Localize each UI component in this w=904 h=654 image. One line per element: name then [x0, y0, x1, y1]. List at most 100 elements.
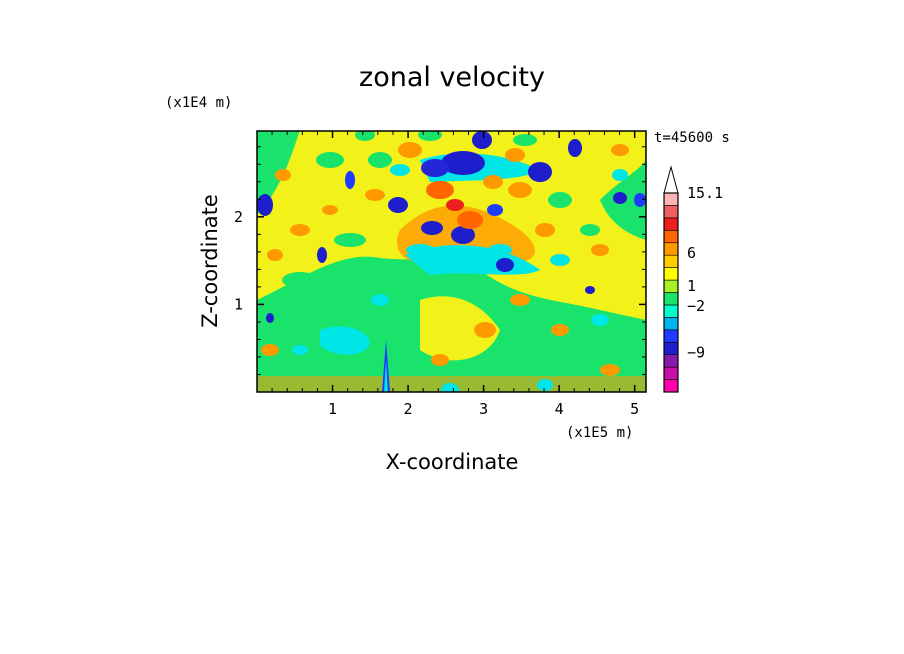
- field-spike-core: [384, 360, 388, 392]
- field-blob: [266, 313, 274, 323]
- field-blob: [441, 151, 485, 175]
- field-blob: [290, 224, 310, 236]
- field-blob: [457, 211, 483, 229]
- field-blob: [591, 244, 609, 256]
- field-blob: [535, 223, 555, 237]
- field-blob: [355, 131, 375, 141]
- field-blob: [441, 383, 459, 392]
- x-unit-label: (x1E5 m): [566, 425, 633, 441]
- colorbar-level: [663, 230, 679, 244]
- colorbar-label: 6: [687, 244, 696, 262]
- colorbar-level: [663, 304, 679, 318]
- colorbar-level: [663, 341, 679, 355]
- field-blob: [548, 192, 572, 208]
- colorbar: 15.1 6 1 −2 −9: [663, 165, 723, 393]
- time-label: t=45600 s: [654, 130, 730, 146]
- field-blob: [568, 139, 582, 157]
- field-blob: [275, 169, 291, 181]
- field-blob: [487, 204, 503, 216]
- field-blob: [267, 249, 283, 261]
- field-blob: [371, 294, 389, 306]
- plot-area: [256, 130, 647, 393]
- field-blob: [390, 164, 410, 176]
- y-tick-label: 1: [234, 295, 243, 313]
- colorbar-level: [663, 379, 679, 393]
- field-blob: [421, 221, 443, 235]
- field-zone-cyan-lower-left: [320, 326, 370, 355]
- colorbar-level: [663, 292, 679, 306]
- field-blob: [406, 244, 434, 256]
- field-blob: [322, 205, 338, 215]
- colorbar-level: [663, 329, 679, 343]
- field-blob: [612, 169, 628, 181]
- field-blob: [613, 192, 627, 204]
- field-blob: [584, 330, 616, 350]
- field-blob: [334, 233, 366, 247]
- field-zone-lower-yellow: [420, 296, 500, 361]
- field-blob: [261, 344, 279, 356]
- colorbar-label: −9: [687, 343, 705, 361]
- colorbar-level: [663, 217, 679, 231]
- colorbar-label: −2: [687, 297, 705, 315]
- field-blob: [365, 189, 385, 201]
- field-blob: [611, 144, 629, 156]
- field-blob: [504, 345, 536, 365]
- field-blob: [550, 254, 570, 266]
- field-blob: [446, 199, 464, 211]
- field-blob: [585, 286, 595, 294]
- y-tick-label: 2: [234, 208, 243, 226]
- field-blob: [257, 194, 273, 216]
- field-blob: [421, 159, 449, 177]
- field-blob: [345, 171, 355, 189]
- field-blob: [398, 142, 422, 158]
- colorbar-level: [663, 267, 679, 281]
- field-blob: [474, 322, 496, 338]
- field-blob: [282, 272, 318, 288]
- field-blob: [451, 226, 475, 244]
- field-blob: [634, 193, 646, 207]
- field-blob: [418, 131, 442, 141]
- colorbar-level: [663, 366, 679, 380]
- field-blob: [483, 175, 503, 189]
- field-blob: [488, 244, 512, 256]
- colorbar-level: [663, 317, 679, 331]
- colorbar-level: [663, 254, 679, 268]
- field-blob: [510, 294, 530, 306]
- colorbar-level: [663, 205, 679, 219]
- field-blob: [508, 182, 532, 198]
- field-blob: [496, 258, 514, 272]
- field-blob: [426, 181, 454, 199]
- colorbar-frame: [663, 192, 679, 393]
- plot-frame: [256, 130, 647, 393]
- field-blob: [431, 354, 449, 366]
- field-blob: [368, 152, 392, 168]
- field-blob: [472, 131, 492, 149]
- field-blob: [317, 247, 327, 263]
- colorbar-level: [663, 354, 679, 368]
- x-tick-label: 4: [555, 400, 564, 418]
- colorbar-level: [663, 192, 679, 206]
- x-tick-label: 3: [479, 400, 488, 418]
- field-blob: [600, 364, 620, 376]
- colorbar-level: [663, 279, 679, 293]
- axes: 1 2 3 4 5 1 2: [234, 131, 646, 418]
- velocity-field: [257, 131, 646, 392]
- x-tick-label: 5: [630, 400, 639, 418]
- field-blob: [591, 314, 609, 326]
- field-blob: [537, 379, 553, 391]
- y-axis-label: Z-coordinate: [198, 194, 222, 328]
- field-blob: [551, 324, 569, 336]
- x-tick-label: 1: [328, 400, 337, 418]
- field-blob: [528, 162, 552, 182]
- colorbar-level: [663, 242, 679, 256]
- field-blob: [388, 197, 408, 213]
- colorbar-label: 1: [687, 277, 696, 295]
- x-axis-label: X-coordinate: [386, 450, 519, 474]
- x-tick-label: 2: [404, 400, 413, 418]
- y-unit-label: (x1E4 m): [165, 95, 232, 111]
- field-blob: [513, 134, 537, 146]
- field-blob: [316, 152, 344, 168]
- field-blob: [292, 345, 308, 355]
- colorbar-extend-arrow: [663, 165, 679, 194]
